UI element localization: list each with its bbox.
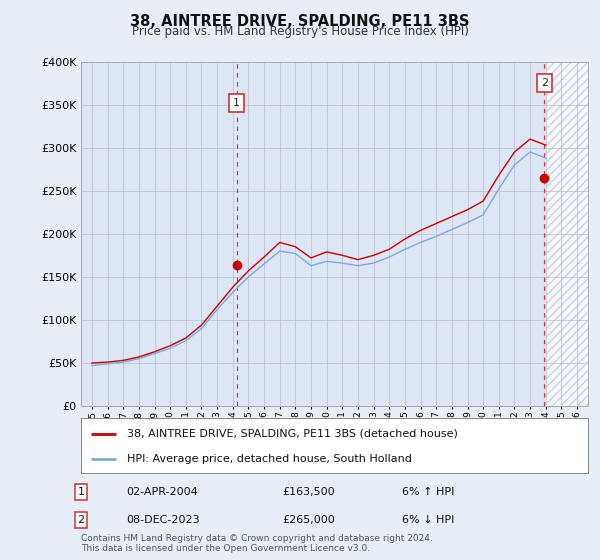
Text: 2: 2: [77, 515, 85, 525]
Text: Price paid vs. HM Land Registry's House Price Index (HPI): Price paid vs. HM Land Registry's House …: [131, 25, 469, 38]
Bar: [546, 62, 588, 406]
Text: 02-APR-2004: 02-APR-2004: [126, 487, 198, 497]
Text: 1: 1: [233, 98, 240, 108]
Text: HPI: Average price, detached house, South Holland: HPI: Average price, detached house, Sout…: [127, 455, 412, 464]
Text: £163,500: £163,500: [282, 487, 335, 497]
Text: Contains HM Land Registry data © Crown copyright and database right 2024.
This d: Contains HM Land Registry data © Crown c…: [81, 534, 433, 553]
Text: 38, AINTREE DRIVE, SPALDING, PE11 3BS: 38, AINTREE DRIVE, SPALDING, PE11 3BS: [130, 14, 470, 29]
Text: 6% ↑ HPI: 6% ↑ HPI: [402, 487, 454, 497]
Bar: [546, 62, 588, 406]
Text: 38, AINTREE DRIVE, SPALDING, PE11 3BS (detached house): 38, AINTREE DRIVE, SPALDING, PE11 3BS (d…: [127, 429, 458, 438]
Text: 1: 1: [77, 487, 85, 497]
Text: £265,000: £265,000: [282, 515, 335, 525]
Text: 6% ↓ HPI: 6% ↓ HPI: [402, 515, 454, 525]
Text: 08-DEC-2023: 08-DEC-2023: [126, 515, 200, 525]
Text: 2: 2: [541, 78, 548, 88]
